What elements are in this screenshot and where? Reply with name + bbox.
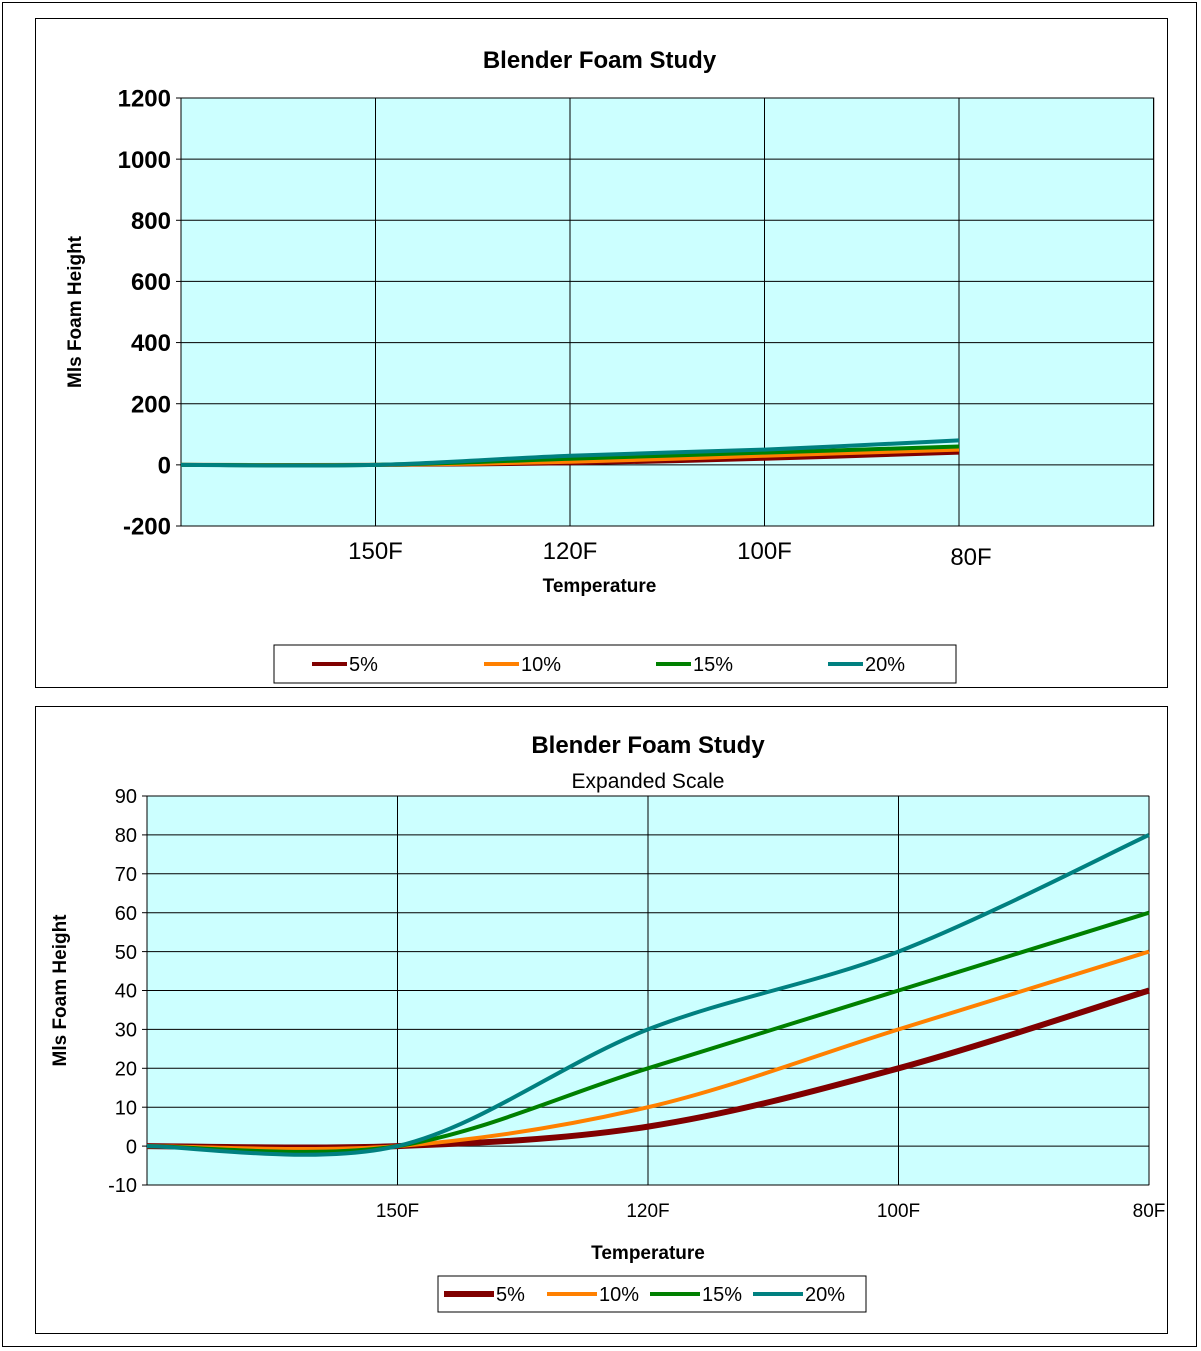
- legend-label: 10%: [599, 1284, 639, 1306]
- chart-panel-main: -200 0 200 400 600 800 1000 1200 150F 120F 100F 80F…: [35, 18, 1168, 688]
- chart-panel-expanded: -10 0 10 20 30 40 50 60 70 80 90 150F 120F 100F 80F Ble…: [35, 706, 1168, 1334]
- chart-title: Blender Foam Study: [483, 47, 717, 74]
- legend-label: 20%: [865, 654, 905, 676]
- x-axis-title: Temperature: [591, 1243, 705, 1264]
- series-line-20pct: [180, 438, 960, 468]
- x-axis-title: Temperature: [543, 576, 657, 597]
- x-tick-label: 80F: [950, 544, 991, 571]
- y-axis-title: Mls Foam Height: [65, 235, 86, 388]
- y-tick-label: 0: [126, 1136, 137, 1158]
- y-tick-label: 1200: [118, 86, 171, 113]
- y-tick-label: 0: [158, 452, 171, 479]
- x-tick-label: 120F: [626, 1201, 669, 1222]
- chart-main: -200 0 200 400 600 800 1000 1200 150F 120F 100F 80F…: [65, 47, 1155, 684]
- chart-title: Blender Foam Study: [531, 732, 765, 759]
- y-tick-label: -200: [123, 514, 171, 541]
- chart-subtitle: Expanded Scale: [572, 770, 725, 793]
- legend-label: 15%: [702, 1284, 742, 1306]
- y-tick-label: 200: [131, 391, 171, 418]
- x-tick-label: 120F: [543, 538, 598, 565]
- y-tick-label: 60: [115, 903, 137, 925]
- y-tick-label: 70: [115, 864, 137, 886]
- y-tick-label: 90: [115, 786, 137, 808]
- x-tick-label: 80F: [1133, 1201, 1166, 1222]
- legend-label: 20%: [805, 1284, 845, 1306]
- legend-label: 15%: [693, 654, 733, 676]
- chart-expanded: -10 0 10 20 30 40 50 60 70 80 90 150F 120F 100F 80F Ble…: [50, 732, 1166, 1313]
- y-tick-label: 50: [115, 942, 137, 964]
- y-tick-label: 20: [115, 1059, 137, 1081]
- y-tick-label: 1000: [118, 147, 171, 174]
- y-tick-label: 80: [115, 825, 137, 847]
- y-axis-title: Mls Foam Height: [50, 914, 71, 1067]
- x-tick-label: 150F: [348, 538, 403, 565]
- y-tick-label: 400: [131, 330, 171, 357]
- x-tick-label: 100F: [737, 538, 792, 565]
- y-tick-label: -10: [108, 1175, 137, 1197]
- legend-label: 5%: [349, 654, 378, 676]
- y-tick-label: 600: [131, 269, 171, 296]
- series-line-15pct: [146, 910, 1150, 1154]
- y-tick-label: 40: [115, 981, 137, 1003]
- legend-label: 10%: [521, 654, 561, 676]
- series-line-20pct: [146, 833, 1150, 1157]
- y-tick-label: 800: [131, 208, 171, 235]
- x-tick-label: 100F: [877, 1201, 920, 1222]
- y-tick-label: 30: [115, 1020, 137, 1042]
- legend-label: 5%: [496, 1284, 525, 1306]
- y-tick-label: 10: [115, 1097, 137, 1119]
- series-line-10pct: [146, 949, 1150, 1151]
- x-tick-label: 150F: [376, 1201, 419, 1222]
